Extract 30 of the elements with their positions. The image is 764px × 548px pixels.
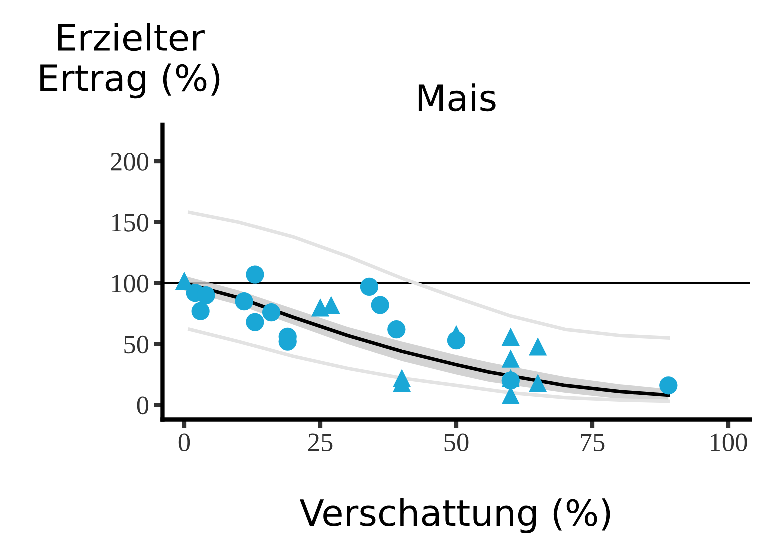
x-tick-label: 25 — [308, 434, 333, 452]
point — [246, 313, 264, 332]
point — [246, 266, 264, 284]
line-series — [188, 328, 670, 404]
point — [529, 338, 548, 356]
chart-title: Mais — [418, 84, 496, 112]
point — [235, 292, 254, 311]
line-series — [188, 210, 670, 340]
y-tick-label: 0 — [137, 396, 149, 415]
y-tick-label: 100 — [112, 274, 149, 293]
point — [371, 296, 390, 314]
point — [262, 304, 281, 322]
point — [192, 302, 210, 320]
point — [447, 325, 466, 344]
point — [388, 320, 406, 339]
point — [502, 350, 520, 368]
x-axis-title: Verschattung (%) — [300, 498, 610, 534]
y-tick-label: 150 — [112, 214, 149, 232]
point — [360, 278, 379, 296]
y-tick-label: 50 — [124, 336, 149, 354]
point — [502, 328, 520, 346]
x-tick-label: 0 — [178, 434, 190, 452]
x-tick-label: 75 — [581, 434, 605, 452]
point — [660, 376, 678, 395]
x-tick-label: 100 — [711, 434, 748, 452]
point — [529, 374, 548, 392]
point — [197, 286, 216, 305]
x-tick-label: 50 — [444, 434, 469, 452]
y-axis-title: Erzielter Ertrag (%) — [40, 23, 220, 99]
y-tick-label: 200 — [111, 153, 149, 171]
